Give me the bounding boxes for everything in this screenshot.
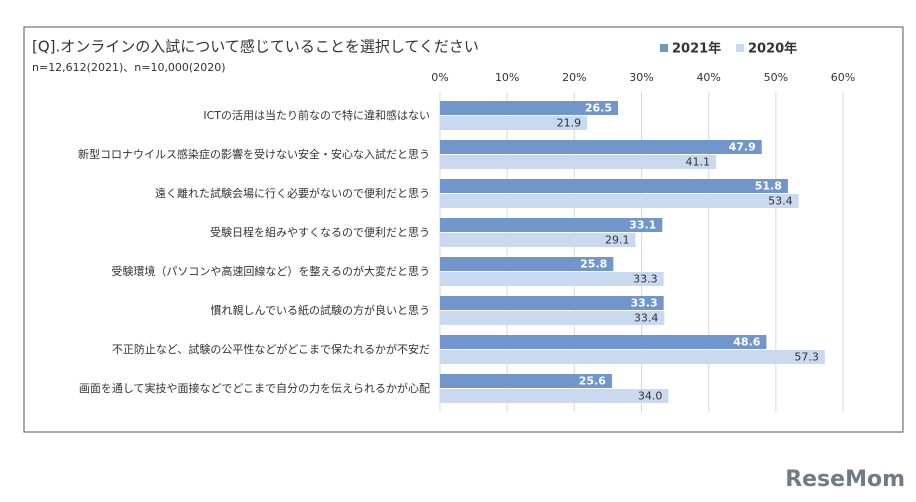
data-label: 29.1 [605, 234, 630, 247]
data-label: 33.1 [629, 219, 656, 232]
bar [440, 296, 664, 310]
x-tick-label: 0% [431, 71, 448, 84]
x-tick-label: 10% [495, 71, 519, 84]
legend-label: 2021年 [672, 41, 721, 57]
data-label: 48.6 [733, 336, 760, 349]
bar [440, 257, 614, 271]
y-tick-label: 慣れ親しんでいる紙の試験の方が良いと思う [211, 303, 430, 317]
y-tick-label: 不正防止など、試験の公平性などがどこまで保たれるかが不安だ [112, 342, 430, 356]
data-label: 25.6 [579, 375, 606, 388]
bar [440, 179, 788, 193]
data-label: 41.1 [686, 156, 711, 169]
bar [440, 194, 799, 208]
bar [440, 116, 588, 130]
chart-title: [Q].オンラインの入試について感じていることを選択してください [32, 38, 479, 56]
data-label: 33.4 [634, 312, 659, 325]
legend-swatch [736, 44, 744, 52]
y-tick-label: ICTの活用は当たり前なので特に違和感はない [203, 108, 430, 122]
chart-subtitle: n=12,612(2021)、n=10,000(2020) [32, 61, 226, 74]
bar [440, 272, 664, 286]
bar [440, 389, 669, 403]
data-label: 33.3 [633, 273, 658, 286]
x-tick-label: 20% [562, 71, 586, 84]
data-label: 25.8 [580, 258, 607, 271]
bar [440, 335, 767, 349]
x-tick-label: 60% [831, 71, 855, 84]
bar [440, 101, 618, 115]
bar [440, 218, 663, 232]
y-tick-label: 新型コロナウイルス感染症の影響を受けない安全・安心な入試だと思う [78, 147, 430, 161]
data-label: 47.9 [729, 141, 756, 154]
data-label: 51.8 [755, 180, 782, 193]
bar [440, 350, 825, 364]
y-tick-label: 遠く離れた試験会場に行く必要がないので便利だと思う [155, 186, 430, 200]
bar [440, 155, 717, 169]
data-label: 57.3 [794, 351, 819, 364]
x-tick-label: 40% [696, 71, 720, 84]
data-label: 26.5 [585, 102, 612, 115]
data-label: 34.0 [638, 390, 663, 403]
data-label: 33.3 [631, 297, 658, 310]
y-tick-label: 受験環境（パソコンや高速回線など）を整えるのが大変だと思う [111, 264, 430, 278]
bar [440, 374, 612, 388]
bar [440, 311, 665, 325]
legend-label: 2020年 [748, 41, 797, 57]
x-tick-label: 50% [764, 71, 788, 84]
data-label: 21.9 [557, 117, 582, 130]
watermark: ReseMom [785, 467, 905, 492]
bar [440, 233, 636, 247]
legend-swatch [660, 44, 668, 52]
y-tick-label: 受験日程を組みやすくなるので便利だと思う [210, 225, 430, 239]
y-tick-label: 画面を通して実技や面接などでどこまで自分の力を伝えられるかが心配 [79, 381, 430, 395]
data-label: 53.4 [768, 195, 793, 208]
x-tick-label: 30% [629, 71, 653, 84]
bar [440, 140, 762, 154]
